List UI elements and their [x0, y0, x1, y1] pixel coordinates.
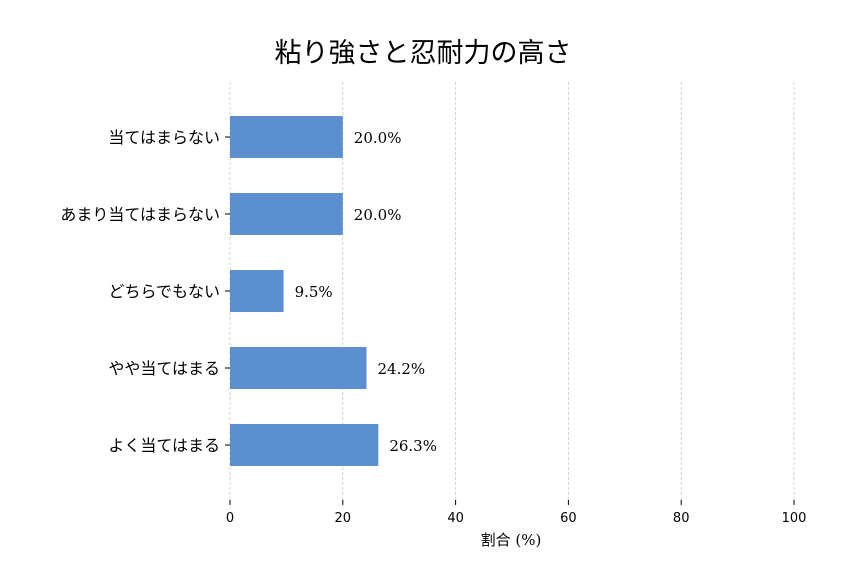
x-tick-label: 80: [673, 511, 690, 526]
bar: [230, 193, 343, 235]
x-tick-label: 60: [560, 511, 577, 526]
category-label: よく当てはまる: [108, 436, 220, 455]
x-tick-label: 0: [226, 511, 234, 526]
category-label: 当てはまらない: [108, 128, 220, 147]
value-label: 26.3%: [389, 437, 437, 455]
value-label: 9.5%: [295, 283, 333, 301]
bar: [230, 424, 379, 466]
x-tick-label: 100: [782, 511, 807, 526]
chart-title: 粘り強さと忍耐力の高さ: [275, 38, 572, 69]
value-label: 20.0%: [354, 129, 402, 147]
value-labels: 20.0% 20.0% 9.5% 24.2% 26.3%: [295, 129, 437, 455]
bar: [230, 270, 284, 312]
x-axis-title: 割合 (%): [481, 531, 542, 549]
category-label: どちらでもない: [108, 282, 220, 301]
category-label: やや当てはまる: [108, 359, 220, 378]
x-tick-label: 20: [335, 511, 352, 526]
x-axis-ticks: 0 20 40 60 80 100: [225, 136, 807, 526]
bar: [230, 116, 343, 158]
x-tick-label: 40: [447, 511, 464, 526]
bars: [230, 116, 379, 466]
value-label: 20.0%: [354, 206, 402, 224]
bar: [230, 347, 367, 389]
category-label: あまり当てはまらない: [60, 205, 220, 224]
value-label: 24.2%: [377, 360, 425, 378]
